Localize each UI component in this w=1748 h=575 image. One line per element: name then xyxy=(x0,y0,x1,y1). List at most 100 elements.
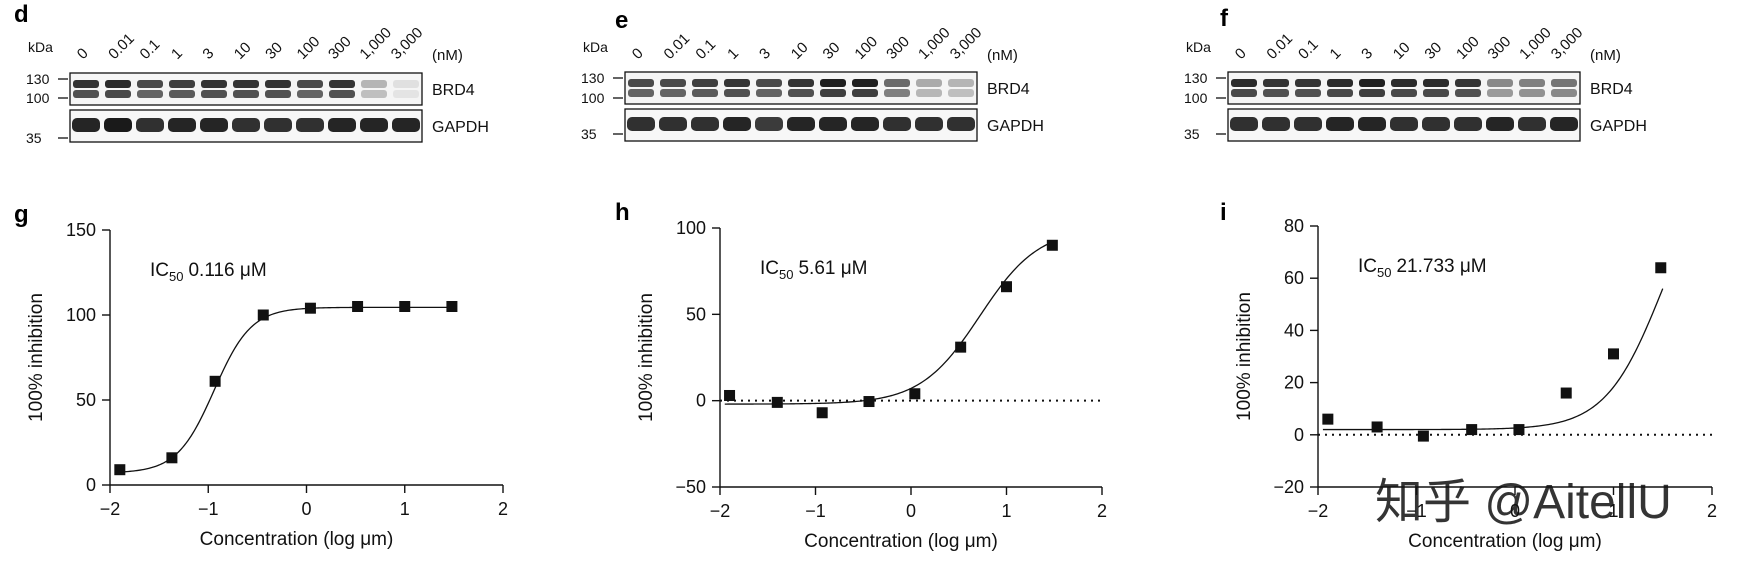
brd4-band-lower xyxy=(1231,89,1257,97)
data-point xyxy=(863,396,875,408)
gapdh-band xyxy=(72,118,100,132)
y-axis-title: 100% inhibition xyxy=(26,293,47,422)
lane-label: 300 xyxy=(1485,33,1515,63)
y-tick-label: −50 xyxy=(675,477,706,497)
brd4-band xyxy=(73,80,99,88)
panel-label-e: e xyxy=(615,7,628,34)
kda-label: kDa xyxy=(583,39,608,55)
y-tick-label: 60 xyxy=(1284,268,1304,288)
brd4-band xyxy=(628,79,654,87)
brd4-band-lower xyxy=(1327,89,1353,97)
brd4-band xyxy=(1263,79,1289,87)
brd4-band xyxy=(1519,79,1545,87)
gapdh-band xyxy=(883,117,911,131)
brd4-band xyxy=(820,79,846,87)
lane-label: 1,000 xyxy=(356,24,395,63)
data-point xyxy=(1513,424,1525,436)
panel-label-d: d xyxy=(14,1,29,28)
brd4-band xyxy=(361,80,387,88)
gapdh-band xyxy=(1550,117,1578,131)
protein-label-brd4: BRD4 xyxy=(1590,81,1633,98)
lane-label: 300 xyxy=(325,33,355,63)
brd4-band-lower xyxy=(169,90,195,98)
panel-label-i: i xyxy=(1220,199,1227,226)
brd4-band-lower xyxy=(137,90,163,98)
x-tick-label: −2 xyxy=(100,499,121,519)
lane-label: 10 xyxy=(1390,39,1414,63)
x-tick-label: 2 xyxy=(1707,501,1717,521)
kda-label: kDa xyxy=(1186,39,1211,55)
brd4-band xyxy=(1423,79,1449,87)
brd4-band xyxy=(329,80,355,88)
x-tick-label: 2 xyxy=(1097,501,1107,521)
brd4-band-lower xyxy=(884,89,910,97)
brd4-band-lower xyxy=(756,89,782,97)
lane-label: 0 xyxy=(629,45,647,63)
x-tick-label: 1 xyxy=(1608,501,1618,521)
gapdh-band xyxy=(328,118,356,132)
lane-label: 3,000 xyxy=(388,24,427,63)
unit-label: (nM) xyxy=(432,47,463,64)
marker-label: 100 xyxy=(1184,90,1208,106)
data-point xyxy=(816,407,828,419)
brd4-band-lower xyxy=(329,90,355,98)
x-tick-label: 2 xyxy=(498,499,508,519)
gapdh-band xyxy=(264,118,292,132)
lane-label: 0.1 xyxy=(137,36,164,63)
lane-label: 30 xyxy=(262,39,286,63)
y-tick-label: 50 xyxy=(76,390,96,410)
gapdh-band xyxy=(947,117,975,131)
y-axis-title: 100% inhibition xyxy=(636,293,657,422)
gapdh-band xyxy=(1358,117,1386,131)
brd4-band-lower xyxy=(948,89,974,97)
data-point xyxy=(771,396,783,408)
data-point xyxy=(1466,424,1478,436)
brd4-band-lower xyxy=(233,90,259,98)
x-tick-label: −2 xyxy=(1308,501,1329,521)
brd4-band-lower xyxy=(852,89,878,97)
y-tick-label: 0 xyxy=(86,475,96,495)
gapdh-band xyxy=(296,118,324,132)
data-point xyxy=(1560,387,1572,399)
data-point xyxy=(1046,239,1058,251)
lane-label: 10 xyxy=(231,39,255,63)
data-point xyxy=(1608,348,1619,360)
marker-label: 130 xyxy=(26,71,50,87)
ic50-subscript: 50 xyxy=(169,269,183,284)
brd4-band-lower xyxy=(105,90,131,98)
brd4-band-lower xyxy=(628,89,654,97)
data-point xyxy=(909,388,921,400)
ic50-label: IC50 0.116 μM xyxy=(150,260,267,284)
data-point xyxy=(724,389,736,401)
chart-i: −20 0 20 40 60 80 −2 −1 0 1 2 Concentration (log μm… xyxy=(1234,216,1717,552)
lane-label: 0.01 xyxy=(661,30,694,63)
marker-label: 130 xyxy=(1184,70,1208,86)
kda-label: kDa xyxy=(28,39,53,55)
y-tick-label: 100 xyxy=(66,305,96,325)
y-tick-label: −20 xyxy=(1273,477,1304,497)
unit-label: (nM) xyxy=(1590,47,1621,64)
y-tick-label: 40 xyxy=(1284,320,1304,340)
brd4-band xyxy=(201,80,227,88)
x-tick-label: 1 xyxy=(1001,501,1011,521)
data-point xyxy=(304,302,316,314)
ic50-label: IC50 5.61 μM xyxy=(760,258,868,282)
x-axis-title: Concentration (log μm) xyxy=(804,531,998,552)
brd4-band xyxy=(724,79,750,87)
y-tick-label: 50 xyxy=(686,304,706,324)
brd4-band xyxy=(692,79,718,87)
brd4-band xyxy=(105,80,131,88)
gapdh-band xyxy=(851,117,879,131)
data-point xyxy=(1417,430,1429,442)
marker-label: 100 xyxy=(26,90,50,106)
marker-label: 130 xyxy=(581,70,605,86)
data-point xyxy=(209,375,221,387)
lane-label: 30 xyxy=(820,39,844,63)
lane-label: 30 xyxy=(1421,39,1445,63)
ic50-prefix: IC xyxy=(760,258,779,279)
lane-label: 100 xyxy=(851,33,881,63)
brd4-band-lower xyxy=(297,90,323,98)
